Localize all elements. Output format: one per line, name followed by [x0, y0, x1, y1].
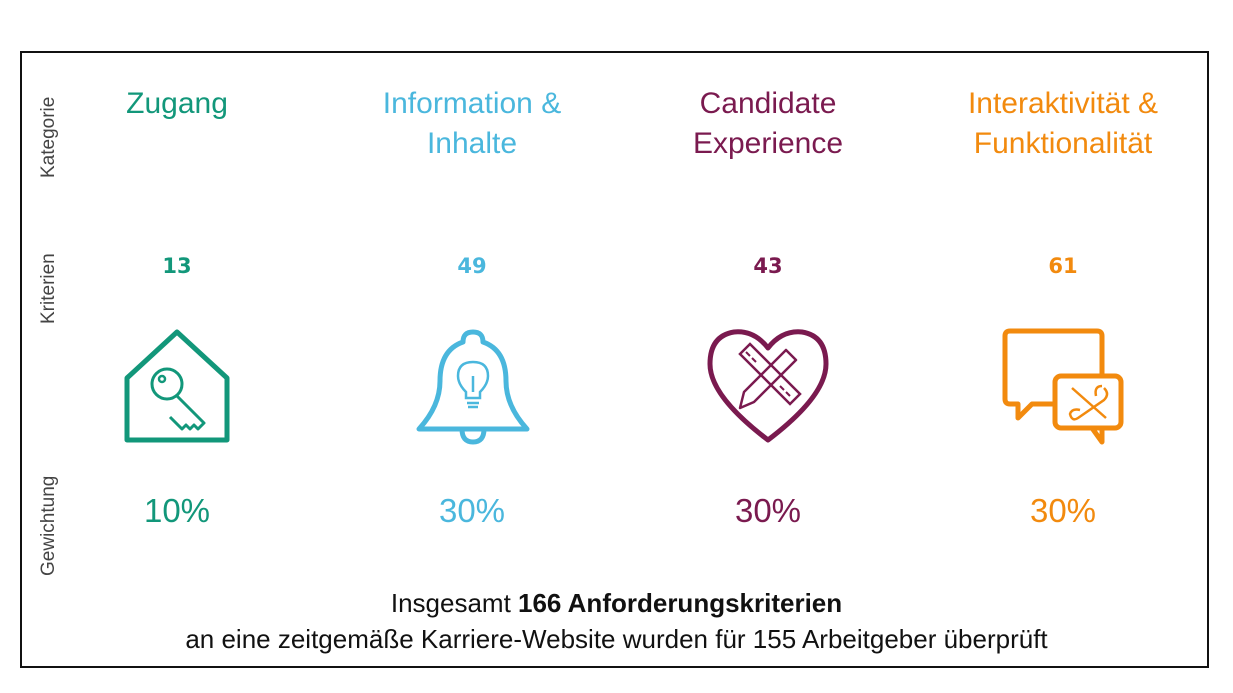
category-title: Interaktivität & Funktionalität [913, 84, 1213, 164]
bell-lightbulb-icon [414, 326, 532, 451]
chat-tools-icon [1002, 326, 1126, 453]
title-line: Information & [382, 87, 562, 120]
criteria-count: 43 [753, 254, 783, 278]
title-line: Experience [692, 127, 844, 160]
summary-line-2: an eine zeitgemäße Karriere-Website wurd… [185, 624, 1048, 654]
category-title: Candidate Experience [618, 84, 918, 164]
summary-line-1: Insgesamt 166 Anforderungskriterien [0, 588, 1233, 619]
weight-percent: 30% [1029, 492, 1097, 529]
title-line: Inhalte [426, 127, 518, 160]
category-title: Zugang [27, 84, 327, 124]
weight-percent: 30% [438, 492, 506, 529]
category-title: Information & Inhalte [322, 84, 622, 164]
summary-prefix: Insgesamt [390, 588, 519, 618]
title-line: Zugang [126, 87, 228, 120]
criteria-count: 49 [457, 254, 487, 278]
summary-bold: 166 Anforderungskriterien [518, 588, 843, 618]
infographic-frame [20, 51, 1209, 668]
title-line: Funktionalität [973, 127, 1153, 160]
criteria-count: 61 [1048, 254, 1078, 278]
heart-pencil-ruler-icon [706, 326, 830, 451]
title-line: Candidate [699, 87, 837, 120]
weight-percent: 30% [734, 492, 802, 529]
criteria-count: 13 [162, 254, 192, 278]
weight-percent: 10% [143, 492, 211, 529]
title-line: Interaktivität & [967, 87, 1159, 120]
house-key-icon [122, 326, 232, 451]
